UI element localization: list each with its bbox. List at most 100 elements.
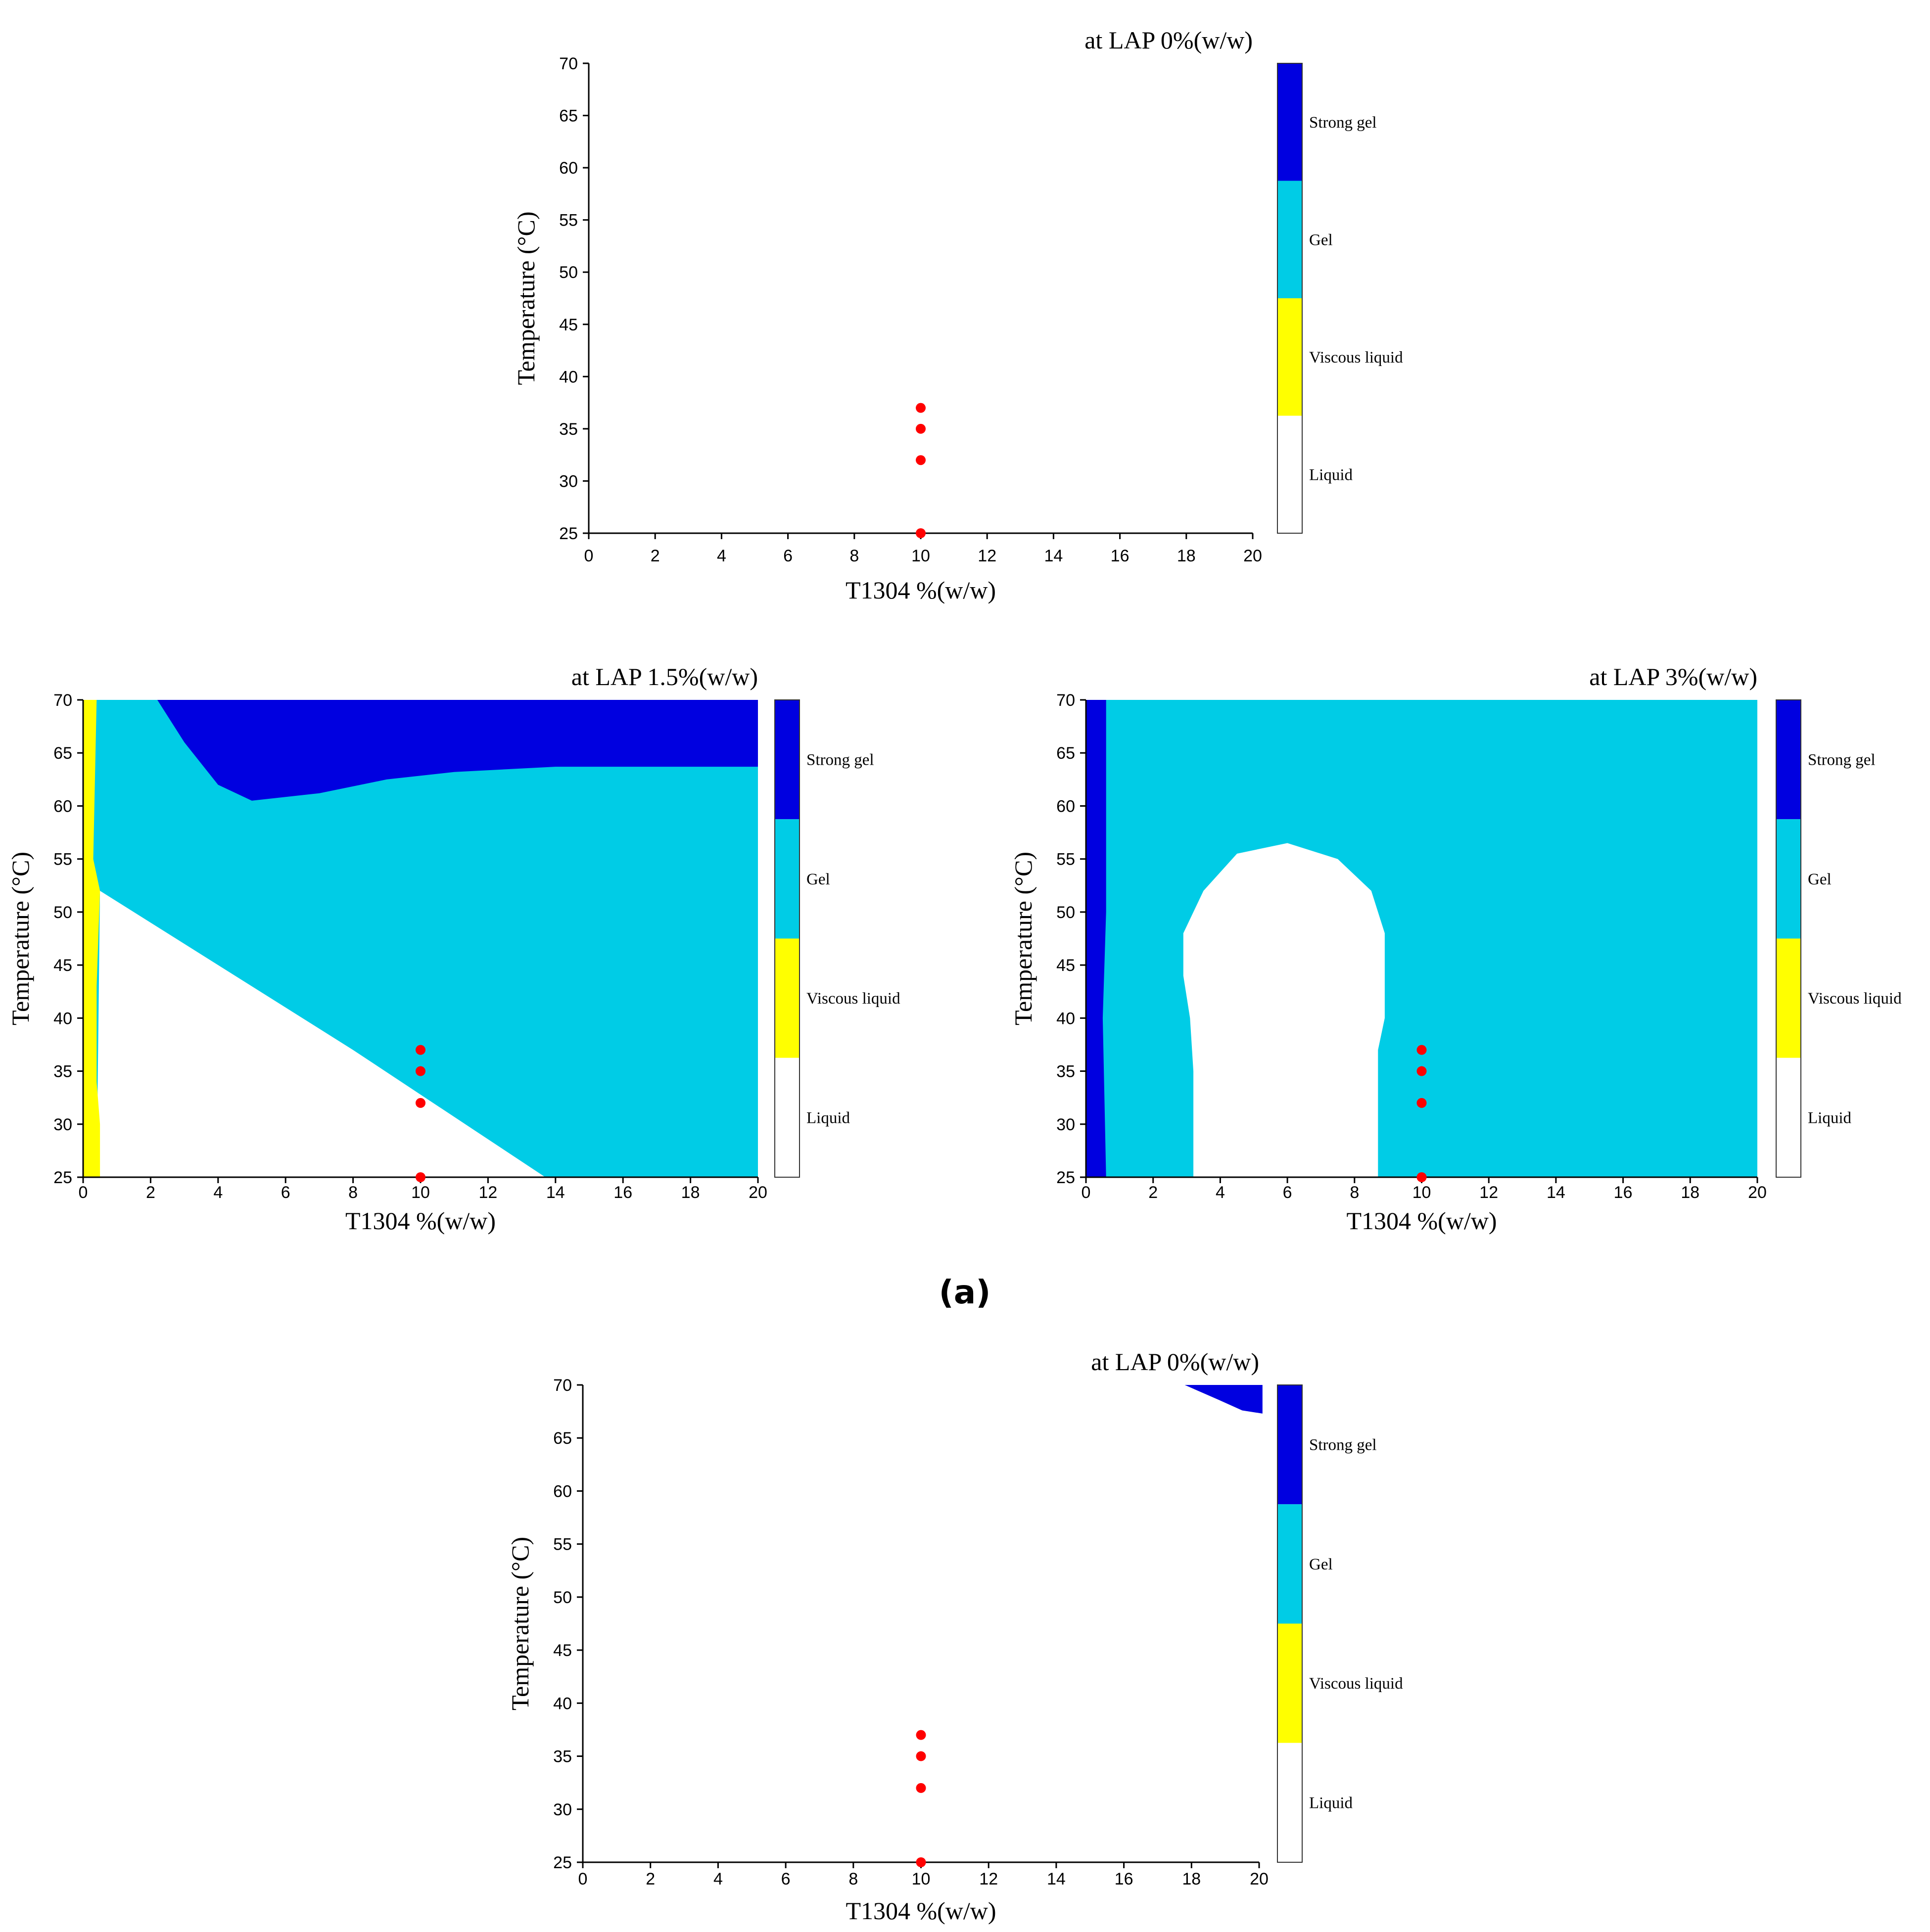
y-tick-label: 25	[559, 524, 578, 543]
legend-colorbar-frame	[774, 699, 800, 1178]
x-tick-label: 6	[781, 1870, 791, 1888]
y-axis-label: Temperature (°C)	[512, 211, 540, 385]
x-tick-label: 2	[146, 1183, 155, 1202]
y-tick-label: 45	[1056, 956, 1075, 975]
x-tick-label: 12	[979, 1870, 998, 1888]
y-tick-label: 55	[1056, 850, 1075, 869]
x-axis-label: T1304 %(w/w)	[846, 576, 996, 604]
x-tick-label: 2	[1148, 1183, 1158, 1202]
legend-colorbar-frame	[1776, 699, 1801, 1178]
legend-label: Viscous liquid	[806, 990, 900, 1008]
legend-label: Liquid	[1808, 1109, 1851, 1127]
region-viscous-liquid	[83, 700, 100, 1177]
y-tick-label: 25	[53, 1168, 72, 1187]
x-tick-label: 20	[749, 1183, 767, 1202]
y-tick-label: 25	[553, 1853, 572, 1872]
legend-label: Strong gel	[1309, 114, 1377, 132]
legend-label: Strong gel	[1808, 751, 1876, 769]
chart-panel-3: 0 2 4 6 8 10 12 14 16 18 20 25 30 35 40 45 50 55 60 65 70 at …	[1009, 663, 1902, 1235]
y-axis-label: Temperature (°C)	[1009, 852, 1037, 1025]
region-liquid	[96, 891, 546, 1177]
y-axis-label: Temperature (°C)	[6, 852, 34, 1025]
x-tick-label: 8	[1350, 1183, 1359, 1202]
y-tick-label: 30	[53, 1115, 72, 1134]
legend-colorbar-frame	[1277, 63, 1303, 534]
x-tick-label: 18	[681, 1183, 700, 1202]
phase-regions	[83, 700, 758, 1177]
y-tick-label: 65	[53, 744, 72, 763]
x-tick-label: 0	[578, 1870, 588, 1888]
y-tick-label: 60	[553, 1482, 572, 1501]
legend-swatch-viscous-liquid	[1776, 938, 1801, 1058]
x-tick-label: 4	[713, 1870, 723, 1888]
legend-swatch-viscous-liquid	[1277, 1623, 1302, 1743]
chart-panel-1: 0 2 4 6 8 10 12 14 16 18 20 25 30 35 40 45 50 55 60 65 70 at …	[512, 26, 1403, 604]
legend-label: Liquid	[806, 1109, 850, 1127]
x-tick-label: 2	[646, 1870, 655, 1888]
y-tick-label: 50	[553, 1588, 572, 1607]
legend-label: Strong gel	[1309, 1436, 1377, 1454]
data-point	[916, 1751, 926, 1761]
y-tick-label: 65	[559, 107, 578, 126]
y-tick-label: 70	[53, 691, 72, 710]
data-point	[916, 455, 926, 465]
chart-title: at LAP 0%(w/w)	[1084, 26, 1253, 54]
data-point	[916, 1730, 926, 1740]
x-tick-label: 14	[1547, 1183, 1565, 1202]
x-tick-label: 0	[1082, 1183, 1091, 1202]
x-tick-label: 6	[783, 547, 793, 565]
y-tick-label: 35	[553, 1748, 572, 1766]
data-point	[1416, 1066, 1427, 1076]
legend-swatch-strong-gel	[1277, 63, 1302, 181]
y-tick-label: 45	[553, 1641, 572, 1660]
legend-swatch-gel	[1277, 1504, 1302, 1624]
y-tick-label: 40	[1056, 1009, 1075, 1028]
region-strong-gel	[1086, 700, 1106, 1177]
y-tick-label: 55	[53, 850, 72, 869]
y-tick-label: 45	[53, 956, 72, 975]
x-tick-label: 16	[1115, 1870, 1133, 1888]
y-tick-label: 50	[559, 263, 578, 282]
data-point	[916, 423, 926, 434]
legend-swatch-strong-gel	[1277, 1385, 1302, 1505]
region-strong-gel	[157, 700, 758, 801]
data-point	[416, 1098, 425, 1108]
chart-title: at LAP 3%(w/w)	[1589, 663, 1757, 690]
y-tick-label: 60	[559, 159, 578, 178]
chart-title: at LAP 1.5%(w/w)	[571, 663, 758, 690]
x-tick-label: 10	[411, 1183, 430, 1202]
legend-label: Liquid	[1309, 1794, 1353, 1812]
legend-swatch-liquid	[1277, 415, 1302, 533]
legend-label: Viscous liquid	[1808, 990, 1902, 1008]
y-tick-label: 30	[1056, 1115, 1075, 1134]
x-tick-label: 10	[912, 1870, 931, 1888]
charts-layer: 0 2 4 6 8 10 12 14 16 18 2025303540455055606570at …	[6, 26, 1902, 1925]
y-tick-label: 40	[559, 368, 578, 386]
legend-label: Gel	[1309, 231, 1333, 249]
phase-regions	[1086, 700, 1757, 1177]
data-point	[416, 1172, 425, 1182]
legend-label: Gel	[806, 871, 830, 888]
legend-swatch-gel	[1277, 181, 1302, 298]
legend-swatch-liquid	[1776, 1058, 1801, 1177]
x-tick-label: 0	[584, 547, 594, 565]
y-tick-label: 50	[1056, 903, 1075, 922]
x-tick-label: 10	[911, 547, 930, 565]
region-liquid	[1183, 843, 1385, 1177]
y-tick-label: 60	[1056, 797, 1075, 816]
figure-label: (a)	[939, 1273, 991, 1311]
chart-panel-4: 0 2 4 6 8 10 12 14 16 18 20 25 30 35 40 45 50 55 60 65 70 at …	[506, 1348, 1403, 1925]
x-tick-label: 18	[1182, 1870, 1201, 1888]
y-tick-label: 65	[1056, 744, 1075, 763]
x-tick-label: 16	[1111, 547, 1130, 565]
x-tick-label: 8	[848, 1870, 858, 1888]
phase-regions	[1184, 1385, 1263, 1414]
y-tick-label: 35	[53, 1062, 72, 1081]
x-tick-label: 20	[1250, 1870, 1269, 1888]
y-tick-label: 70	[1056, 691, 1075, 710]
legend-swatch-strong-gel	[1776, 700, 1801, 820]
data-point	[916, 1857, 926, 1867]
y-tick-label: 35	[1056, 1062, 1075, 1081]
chart-title: at LAP 0%(w/w)	[1091, 1348, 1259, 1376]
